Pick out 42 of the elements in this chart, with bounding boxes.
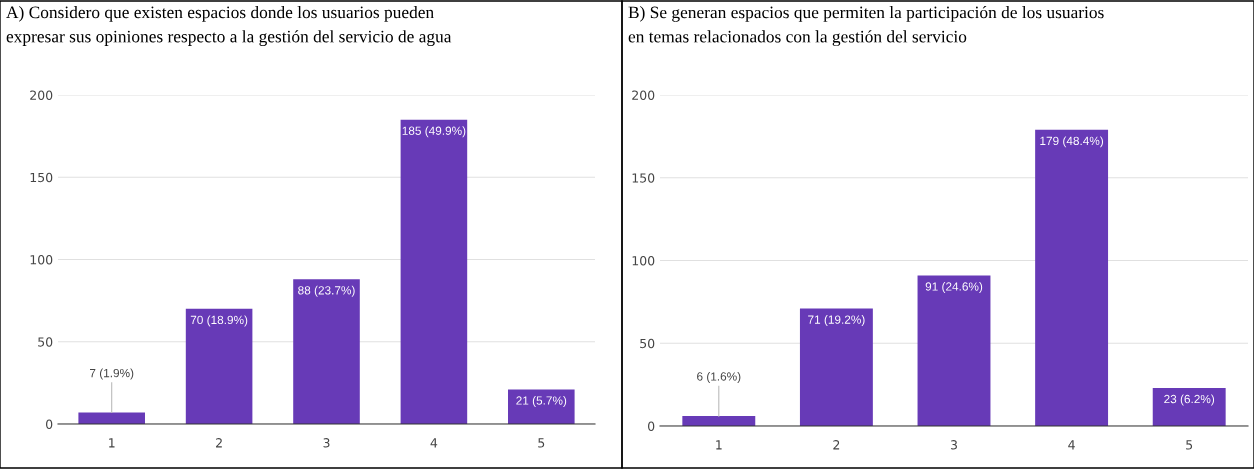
data-label: 70 (18.9%) — [190, 315, 248, 327]
y-tick-label: 0 — [46, 419, 53, 429]
x-tick-label: 3 — [950, 440, 957, 450]
data-label: 23 (6.2%) — [1164, 394, 1215, 406]
data-label: 21 (5.7%) — [516, 396, 567, 408]
x-tick-label: 1 — [716, 440, 722, 450]
bar — [917, 275, 991, 426]
y-tick-label: 100 — [30, 254, 53, 265]
bar — [293, 279, 360, 424]
y-tick-label: 50 — [38, 337, 53, 347]
data-label: 71 (19.2%) — [808, 315, 865, 327]
x-tick-label: 2 — [833, 440, 840, 450]
x-tick-label: 5 — [538, 438, 545, 448]
data-label: 7 (1.9%) — [90, 368, 134, 380]
bar — [400, 119, 468, 424]
x-tick-label: 4 — [1068, 440, 1075, 450]
y-tick-label: 150 — [30, 172, 53, 183]
y-tick-label: 200 — [30, 90, 53, 100]
bar — [508, 389, 575, 424]
bar — [185, 308, 253, 424]
data-label: 179 (48.4%) — [1040, 136, 1104, 148]
chart-title: B) Se generan espacios que permiten la participación de los usuarios en temas relacionados con la gestión del servicio — [628, 6, 1104, 47]
x-tick-label: 3 — [323, 438, 330, 448]
y-tick-label: 100 — [632, 255, 655, 266]
x-tick-label: 5 — [1186, 440, 1193, 450]
data-label: 6 (1.6%) — [697, 371, 741, 383]
x-tick-label: 4 — [430, 438, 438, 448]
data-label: 91 (24.6%) — [925, 282, 983, 294]
data-label: 88 (23.7%) — [298, 285, 355, 297]
chart-title: A) Considero que existen espacios donde los usuarios pueden expresar sus opiniones respecto a la gestión del servicio de agua — [6, 6, 452, 47]
bar — [682, 416, 756, 426]
y-tick-label: 50 — [640, 338, 655, 349]
y-tick-label: 200 — [632, 90, 655, 100]
y-tick-label: 150 — [632, 173, 655, 183]
bar — [1152, 387, 1226, 426]
data-label: 185 (49.9%) — [402, 126, 466, 138]
x-tick-label: 1 — [109, 438, 115, 448]
bar — [1035, 129, 1109, 426]
bar — [78, 412, 145, 424]
y-tick-label: 0 — [648, 421, 655, 431]
bar — [799, 308, 873, 426]
x-tick-label: 2 — [216, 438, 222, 448]
